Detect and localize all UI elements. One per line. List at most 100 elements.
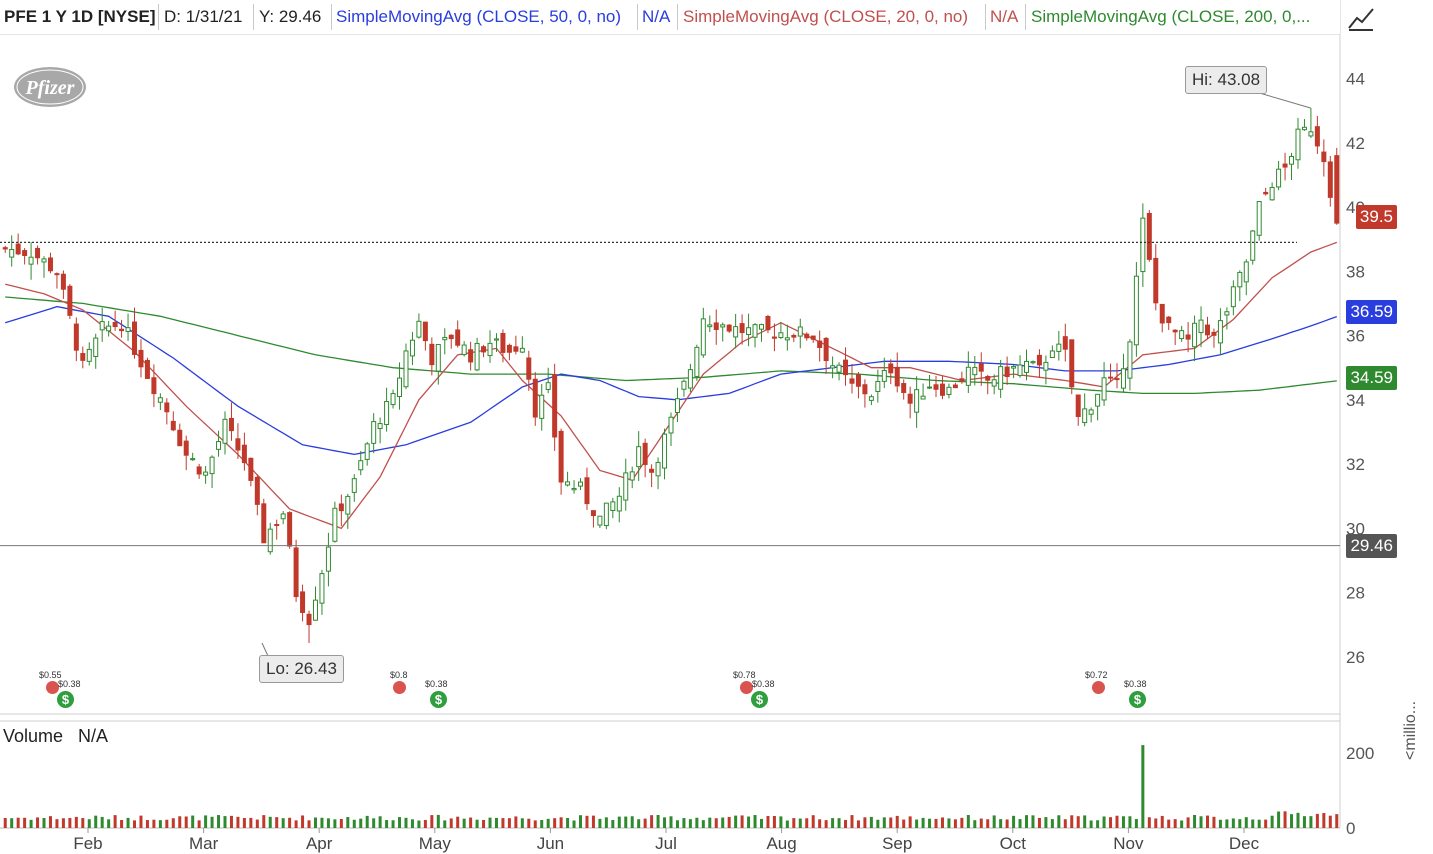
candle xyxy=(358,450,364,476)
candle-body xyxy=(1166,316,1172,324)
sma50-legend[interactable]: SimpleMovingAvg (CLOSE, 50, 0, no) xyxy=(336,7,622,26)
candle xyxy=(80,346,86,369)
volume-bar xyxy=(462,818,466,828)
dividend-label: $0.38 xyxy=(58,679,81,689)
volume-bar xyxy=(818,819,822,828)
candle-body xyxy=(933,384,939,390)
candle xyxy=(1075,394,1081,426)
volume-bar xyxy=(236,816,240,828)
candle-body xyxy=(1030,361,1036,364)
candle-body xyxy=(571,487,577,491)
candle xyxy=(1321,139,1327,177)
candle xyxy=(965,351,971,394)
volume-bar xyxy=(126,817,130,828)
earnings-icon[interactable] xyxy=(393,681,406,694)
earnings-icon[interactable] xyxy=(740,681,753,694)
dividend-icon[interactable]: $ xyxy=(751,691,768,708)
candle-body xyxy=(1049,350,1055,359)
earnings-icon[interactable] xyxy=(1092,681,1105,694)
volume-bar xyxy=(1102,816,1106,828)
candle-body xyxy=(700,318,706,356)
volume-bar xyxy=(940,817,944,828)
month-tick-label: Nov xyxy=(1113,834,1144,853)
volume-bar xyxy=(1115,815,1119,828)
volume-bar xyxy=(824,820,828,828)
candle xyxy=(623,458,629,511)
candle xyxy=(655,457,661,490)
trend-line-icon[interactable] xyxy=(1346,4,1376,32)
candle-body xyxy=(390,393,396,406)
candle-body xyxy=(506,344,512,353)
candle xyxy=(1327,156,1333,207)
volume-bar xyxy=(171,818,175,828)
volume-bar xyxy=(1290,814,1294,828)
price-tick-label: 44 xyxy=(1346,70,1365,89)
volume-bar xyxy=(604,817,608,828)
volume-bar xyxy=(798,818,802,828)
candle-body xyxy=(461,344,467,356)
candle-body xyxy=(1114,378,1120,381)
volume-bar xyxy=(540,820,544,828)
candle-body xyxy=(649,468,655,473)
earnings-icon[interactable] xyxy=(46,681,59,694)
candle-body xyxy=(235,438,241,451)
symbol-label[interactable]: PFE 1 Y 1D [NYSE] xyxy=(4,7,156,26)
dividend-icon[interactable]: $ xyxy=(1129,691,1146,708)
dividend-icon[interactable]: $ xyxy=(430,691,447,708)
candle xyxy=(978,352,984,386)
candle xyxy=(287,511,293,549)
volume-bar xyxy=(785,820,789,828)
candle xyxy=(429,337,435,376)
volume-bar xyxy=(721,817,725,828)
candle xyxy=(15,233,21,256)
volume-bar xyxy=(133,820,137,828)
volume-bar xyxy=(753,815,757,828)
candle-body xyxy=(739,323,745,334)
candle-body xyxy=(972,366,978,376)
date-readout: D: 1/31/21 xyxy=(164,7,243,26)
candle-body xyxy=(726,324,732,332)
candle xyxy=(565,471,571,487)
candle xyxy=(597,515,603,528)
candle xyxy=(629,466,635,489)
volume-bar xyxy=(242,818,246,828)
volume-bar xyxy=(158,820,162,828)
candle xyxy=(1217,308,1223,356)
candle xyxy=(681,379,687,397)
volume-bar xyxy=(1296,812,1300,828)
volume-bar xyxy=(507,818,511,828)
candle-body xyxy=(1256,201,1262,236)
sma200-legend[interactable]: SimpleMovingAvg (CLOSE, 200, 0,... xyxy=(1031,7,1311,26)
candle-body xyxy=(578,481,584,487)
volume-bar xyxy=(210,816,214,828)
candle xyxy=(306,610,312,643)
candle-body xyxy=(474,342,480,371)
candle-body xyxy=(1082,408,1088,424)
candle-body xyxy=(73,323,79,351)
volume-bar xyxy=(61,818,65,828)
volume-bar xyxy=(1270,815,1274,828)
candle xyxy=(409,331,415,366)
candle-body xyxy=(41,258,47,263)
volume-bar xyxy=(1096,820,1100,828)
candle xyxy=(713,309,719,345)
volume-bar xyxy=(1083,815,1087,828)
candle xyxy=(1308,108,1314,139)
candle-body xyxy=(190,458,196,461)
candle xyxy=(1237,270,1243,302)
candle-body xyxy=(35,247,41,259)
candle-body xyxy=(177,429,183,447)
candle-body xyxy=(655,461,661,477)
volume-bar xyxy=(249,817,253,828)
volume-bar xyxy=(494,817,498,828)
candle xyxy=(746,313,752,347)
candle-body xyxy=(1172,329,1178,333)
sma20-legend[interactable]: SimpleMovingAvg (CLOSE, 20, 0, no) xyxy=(683,7,969,26)
dividend-icon[interactable]: $ xyxy=(57,691,74,708)
volume-bar xyxy=(533,820,537,828)
candle xyxy=(487,330,493,363)
volume-title[interactable]: Volume xyxy=(3,726,64,746)
candle-body xyxy=(300,591,306,613)
candle xyxy=(998,359,1004,398)
